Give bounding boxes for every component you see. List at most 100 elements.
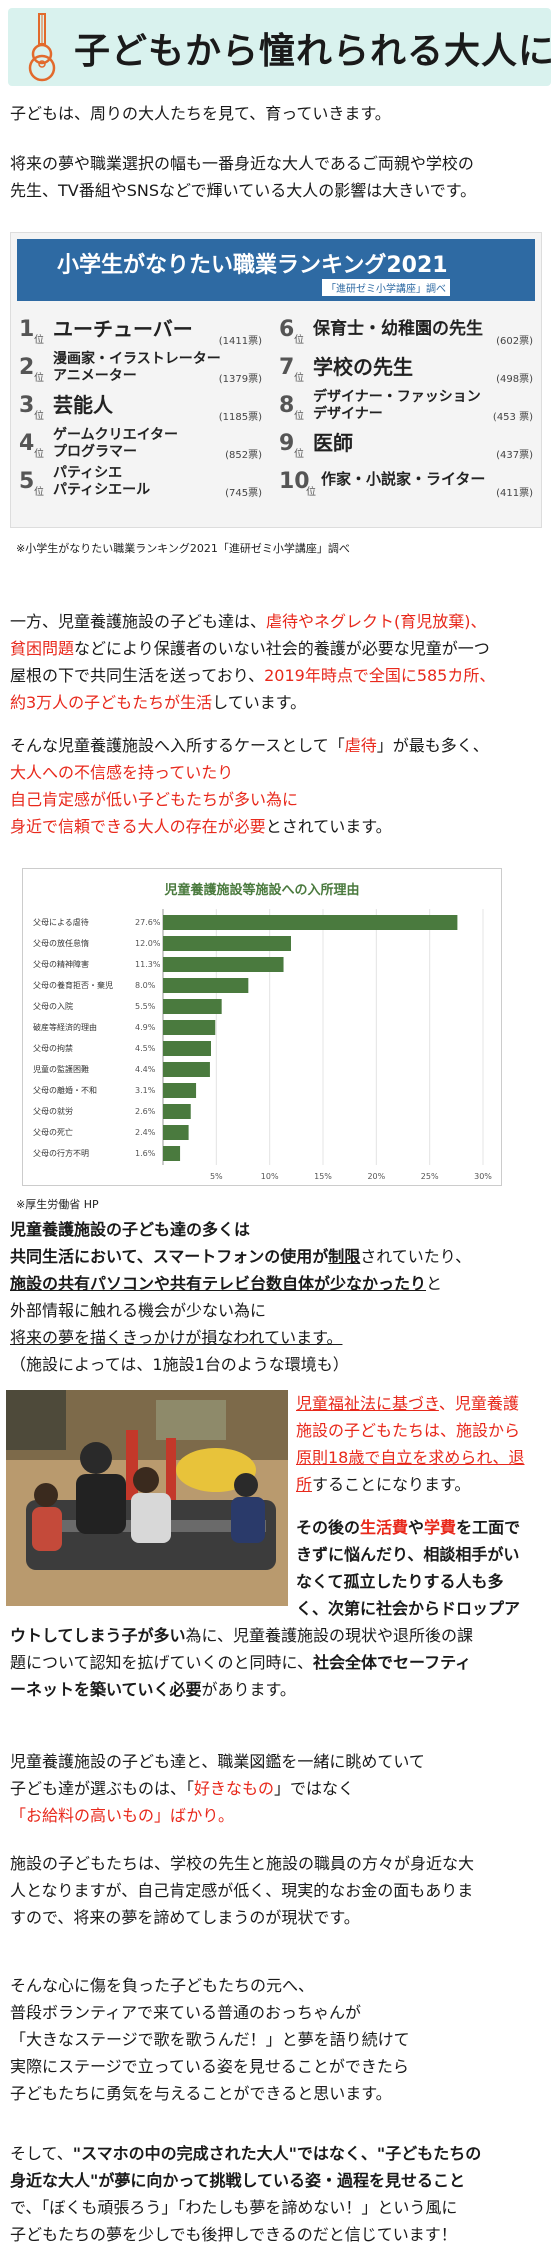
- value-label: 11.3%: [135, 960, 161, 969]
- x-tick-label: 5%: [210, 1172, 223, 1181]
- sec8-line-4: 実際にステージで立っている姿を見せることができたら: [10, 2057, 409, 2076]
- rank-votes: (602票): [496, 336, 533, 347]
- category-label: 父母の就労: [33, 1106, 73, 1116]
- sec9-line-4: 子どもたちの夢を少しでも後押しできるのだと信じています！: [10, 2225, 457, 2244]
- rank-suffix: 位: [34, 335, 44, 346]
- sec7-line-1: 施設の子どもたちは、学校の先生と施設の職員の方々が身近な大: [10, 1854, 475, 1873]
- x-tick-label: 10%: [261, 1172, 279, 1181]
- category-label: 父母の養育拒否・棄児: [33, 980, 113, 990]
- rank-number: 7: [279, 355, 295, 380]
- category-label: 児童の監護困難: [33, 1064, 89, 1074]
- sec7-line-3: すので、将来の夢を諦めてしまうのが現状です。: [10, 1908, 360, 1927]
- value-label: 2.6%: [135, 1107, 156, 1116]
- rank-number: 8: [279, 393, 295, 418]
- rank-suffix: 位: [34, 411, 44, 422]
- side-line-8: く、次第に社会からドロップア: [296, 1599, 521, 1618]
- sec2-line-1: 一方、児童養護施設の子ども達は、虐待やネグレクト(育児放棄)、: [10, 612, 487, 631]
- rank-votes: (1185票): [218, 412, 262, 423]
- side-line-2: 施設の子どもたちは、施設から: [296, 1421, 521, 1440]
- sec9-line-3: で、「ぼくも頑張ろう」「わたしも夢を諦めない！」という風に: [10, 2198, 458, 2217]
- rank-name: パティシエ: [53, 465, 123, 481]
- rank-suffix: 位: [294, 449, 304, 460]
- rank-name: デザイナー・ファッション: [313, 389, 481, 405]
- value-label: 8.0%: [135, 981, 156, 990]
- rank-number: 3: [19, 393, 35, 418]
- sec5-line-3: ーネットを築いていく必要があります。: [10, 1680, 296, 1699]
- x-tick-label: 25%: [421, 1172, 439, 1181]
- sec3-line-2: 大人への不信感を持っていたり: [10, 763, 234, 782]
- ranking-subtitle: 「進研ゼミ小学講座」調べ: [322, 279, 450, 296]
- rank-votes: (1411票): [218, 336, 262, 347]
- bar: [163, 999, 222, 1014]
- rank-votes: (498票): [496, 374, 533, 385]
- sec4-line-6: （施設によっては、1施設1台のような環境も）: [10, 1355, 349, 1374]
- intro-line-2: 将来の夢や職業選択の幅も一番身近な大人であるご両親や学校の: [10, 154, 474, 173]
- ranking-title: 小学生がなりたい職業ランキング2021: [57, 253, 448, 278]
- ranking-header: 小学生がなりたい職業ランキング2021 「進研ゼミ小学講座」調べ: [17, 239, 535, 301]
- sec2-line-3: 屋根の下で共同生活を送っており、2019年時点で全国に585カ所、: [10, 666, 496, 685]
- rank-suffix: 位: [34, 487, 44, 498]
- ranking-caption: ※小学生がなりたい職業ランキング2021「進研ゼミ小学講座」調べ: [16, 542, 350, 555]
- sec9-line-1: そして、"スマホの中の完成された大人"ではなく、"子どもたちの: [10, 2144, 482, 2163]
- side-line-7: なくて孤立したりする人も多: [296, 1572, 504, 1591]
- category-label: 父母の精神障害: [33, 959, 89, 969]
- rank-suffix: 位: [34, 373, 44, 384]
- category-label: 父母の拘禁: [33, 1043, 73, 1053]
- rank-name: 保育士・幼稚園の先生: [313, 319, 483, 339]
- category-label: 破産等経済的理由: [33, 1022, 97, 1032]
- rank-votes: (1379票): [218, 374, 262, 385]
- bar: [163, 1020, 216, 1035]
- rank-name: ゲームクリエイター: [53, 427, 179, 443]
- value-label: 2.4%: [135, 1128, 156, 1137]
- value-label: 27.6%: [135, 918, 161, 927]
- rank-number: 4: [19, 431, 35, 456]
- bar: [163, 1062, 210, 1077]
- rank-name: 学校の先生: [313, 355, 413, 379]
- rank-suffix: 位: [294, 335, 304, 346]
- rank-votes: (852票): [225, 450, 262, 461]
- bar: [163, 1104, 191, 1119]
- sec6-line-2: 子ども達が選ぶものは、「好きなもの」ではなく: [10, 1779, 355, 1798]
- category-label: 父母の離婚・不和: [33, 1085, 97, 1095]
- intro-line-3: 先生、TV番組やSNSなどで輝いている大人の影響は大きいです。: [10, 181, 477, 200]
- x-tick-label: 20%: [367, 1172, 385, 1181]
- category-label: 父母による虐待: [33, 917, 89, 927]
- sec8-line-3: 「大きなステージで歌を歌うんだ！」と夢を語り続けて: [10, 2030, 410, 2049]
- rank-number: 5: [19, 469, 35, 494]
- bar: [163, 1146, 181, 1161]
- rank-name: 作家・小説家・ライター: [321, 470, 486, 488]
- side-line-3: 原則18歳で自立を求められ、退: [296, 1448, 525, 1467]
- sec3-line-4: 身近で信頼できる大人の存在が必要とされています。: [10, 817, 392, 836]
- sec9-line-2: 身近な大人"が夢に向かって挑戦している姿・過程を見せること: [10, 2171, 466, 2190]
- rank-votes: (437票): [496, 450, 533, 461]
- sec4-line-1: 児童養護施設の子ども達の多くは: [10, 1220, 251, 1239]
- sec4-line-3: 施設の共有パソコンや共有テレビ台数自体が少なかったりと: [10, 1274, 443, 1293]
- category-label: 父母の死亡: [33, 1127, 73, 1137]
- sec5-line-1: ウトしてしまう子が多い為に、児童養護施設の現状や退所後の課: [10, 1626, 474, 1645]
- sec8-line-5: 子どもたちに勇気を与えることができると思います。: [10, 2084, 392, 2103]
- x-tick-label: 30%: [474, 1172, 492, 1181]
- value-label: 4.9%: [135, 1023, 156, 1032]
- intro-line-1: 子どもは、周りの大人たちを見て、育っていきます。: [10, 104, 391, 123]
- rank-number: 2: [19, 355, 35, 380]
- side-line-1: 児童福祉法に基づき、児童養護: [296, 1394, 519, 1413]
- rank-suffix: 位: [294, 411, 304, 422]
- rank-name: 医師: [313, 431, 353, 455]
- rank-votes: (411票): [496, 488, 533, 499]
- value-label: 1.6%: [135, 1149, 156, 1158]
- ranking-item: 10 位 作家・小説家・ライター (411票): [279, 465, 535, 499]
- rank-name: 芸能人: [53, 393, 113, 417]
- chart-title: 児童養護施設等施設への入所理由: [164, 883, 360, 898]
- rank-votes: (745票): [225, 488, 262, 499]
- sec6-line-1: 児童養護施設の子ども達と、職業図鑑を一緒に眺めていて: [10, 1752, 425, 1771]
- sec2-line-2: 貧困問題などにより保護者のいない社会的養護が必要な児童が一つ: [10, 639, 490, 658]
- sec6-line-3: 「お給料の高いもの」ばかり。: [10, 1806, 235, 1825]
- sec4-line-5: 将来の夢を描くきっかけが損なわれています。: [10, 1328, 343, 1347]
- bar: [163, 957, 284, 972]
- rank-number: 6: [279, 317, 295, 342]
- rank-name-2: パティシエール: [53, 482, 151, 498]
